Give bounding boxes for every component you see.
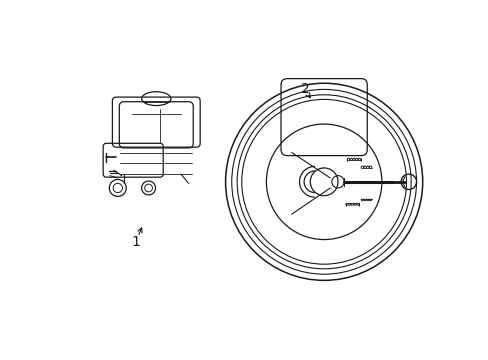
Text: 1: 1 [131, 235, 140, 249]
Text: 2: 2 [300, 82, 308, 96]
